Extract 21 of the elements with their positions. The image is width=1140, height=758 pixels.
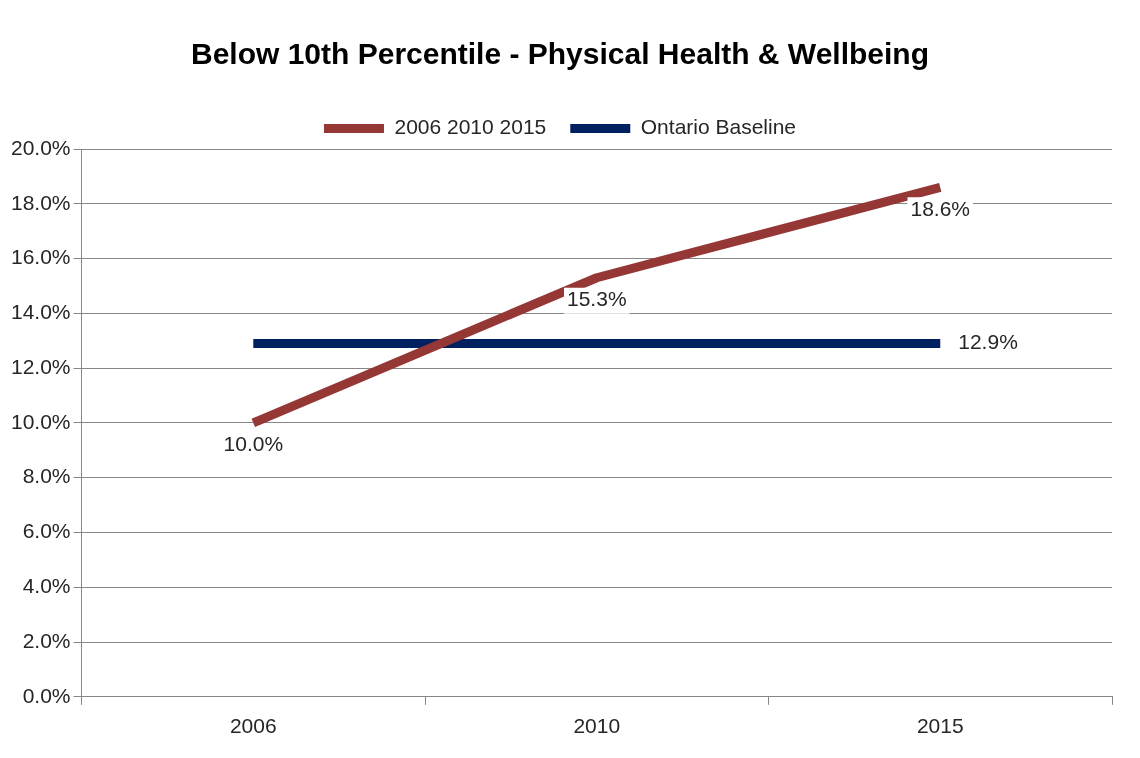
y-tick-label: 8.0% [22,464,71,488]
y-tick-label: 2.0% [22,628,71,652]
y-tick-label: 16.0% [11,245,71,269]
y-tick-label: 18.0% [11,190,71,214]
legend-label: 2006 2010 2015 [394,115,547,139]
chart-title: Below 10th Percentile - Physical Health & Wellbeing [191,37,929,71]
y-tick-label: 4.0% [22,574,71,598]
data-label: 12.9% [958,330,1018,354]
y-tick-label: 0.0% [22,683,71,707]
x-tick-label: 2006 [229,714,277,738]
y-tick-label: 10.0% [11,409,71,433]
x-tick-label: 2010 [573,714,621,738]
data-label: 10.0% [223,432,284,456]
y-tick-label: 6.0% [22,519,71,543]
y-tick-label: 20.0% [11,135,71,159]
y-tick-label: 12.0% [11,354,71,378]
data-label: 15.3% [567,287,627,311]
x-tick-label: 2015 [916,714,964,738]
data-label: 18.6% [910,196,971,220]
y-tick-label: 14.0% [11,300,71,324]
legend-label: Ontario Baseline [640,115,797,139]
